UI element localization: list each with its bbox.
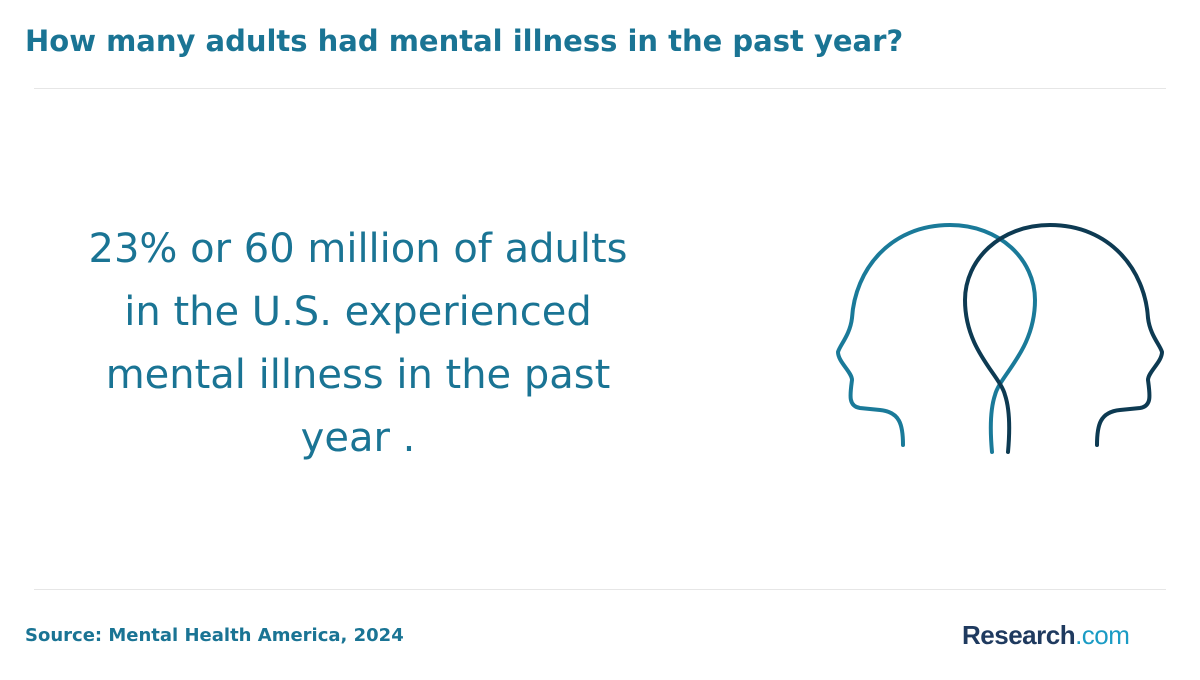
left-head — [835, 222, 1038, 454]
divider — [34, 88, 1166, 89]
title: How many adults had mental illness in th… — [25, 24, 904, 58]
right-head — [962, 222, 1165, 454]
statement-line: year . — [300, 415, 416, 461]
statement-line: in the U.S. experienced — [124, 289, 592, 335]
statement-line: 23% or 60 million of adults — [88, 226, 628, 272]
logo-name: Research — [962, 620, 1076, 650]
statement: 23% or 60 million of adults in the U.S. … — [58, 218, 658, 470]
logo-suffix: .com — [1075, 620, 1130, 650]
divider — [34, 589, 1166, 590]
logo: Research.com — [962, 620, 1130, 651]
source: Source: Mental Health America, 2024 — [25, 625, 404, 646]
statement-line: mental illness in the past — [105, 352, 611, 398]
